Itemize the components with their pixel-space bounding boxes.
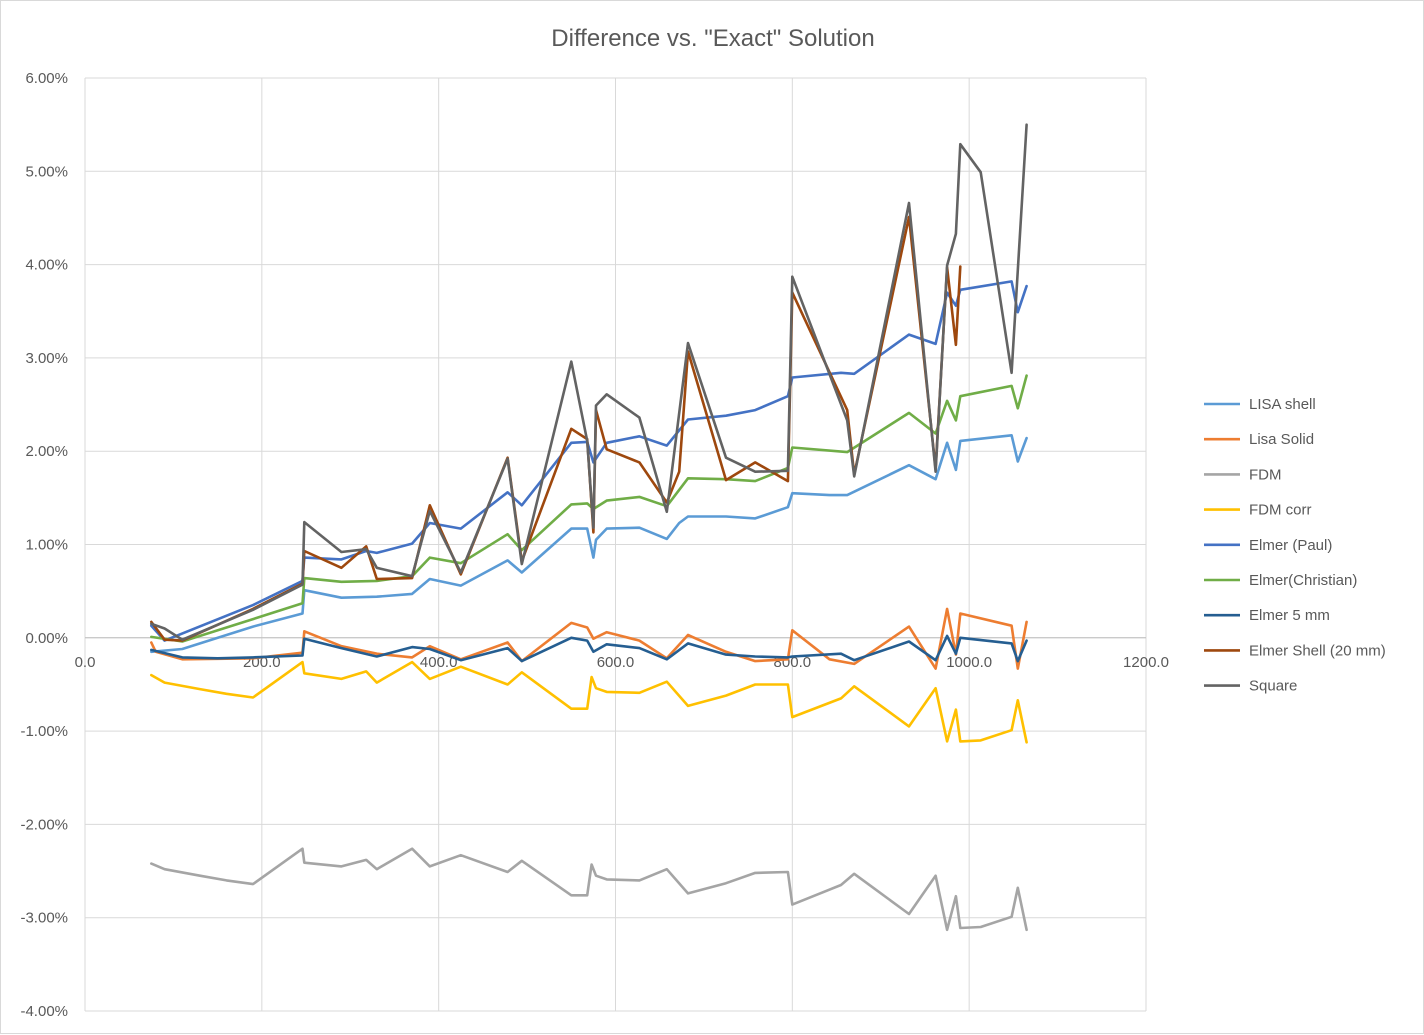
legend-label: Elmer Shell (20 mm) — [1249, 642, 1386, 659]
y-tick-label: 3.00% — [25, 350, 68, 367]
legend-label: Elmer 5 mm — [1249, 607, 1330, 624]
y-tick-label: 1.00% — [25, 537, 68, 554]
y-tick-label: -4.00% — [20, 1003, 68, 1020]
y-tick-label: -1.00% — [20, 723, 68, 740]
series-line-lisa-solid — [150, 607, 1028, 670]
x-tick-label: 1000.0 — [946, 654, 992, 671]
grid — [84, 77, 1147, 1012]
series-line-lisa-shell — [150, 434, 1028, 654]
series-line-elmer-paul — [150, 280, 1028, 642]
series-line-fdm-corr — [150, 660, 1028, 744]
legend: LISA shell Lisa Solid FDM FDM corr Elmer (Pa… — [1204, 396, 1386, 695]
series-line-square — [150, 123, 1028, 641]
legend-label: FDM corr — [1249, 502, 1312, 519]
x-tick-label: 600.0 — [597, 654, 635, 671]
y-tick-label: 6.00% — [25, 70, 68, 87]
series-line-elmer-christian — [150, 374, 1028, 643]
x-tick-label: 400.0 — [420, 654, 458, 671]
series-line-fdm — [150, 847, 1028, 932]
legend-label: Square — [1249, 678, 1297, 695]
y-tick-label: 5.00% — [25, 163, 68, 180]
y-tick-label: 2.00% — [25, 443, 68, 460]
y-tick-label: -2.00% — [20, 816, 68, 833]
legend-label: FDM — [1249, 466, 1282, 483]
y-tick-label: 4.00% — [25, 257, 68, 274]
axes: 6.00% 5.00% 4.00% 3.00% 2.00% 1.00% 0.00% -1.00… — [20, 70, 1168, 1020]
legend-label: Elmer(Christian) — [1249, 572, 1357, 589]
legend-label: Lisa Solid — [1249, 431, 1314, 448]
y-tick-label: -3.00% — [20, 910, 68, 927]
chart-title: Difference vs. "Exact" Solution — [551, 25, 874, 52]
legend-label: LISA shell — [1249, 396, 1316, 413]
y-tick-label: 0.00% — [25, 630, 68, 647]
x-tick-label: 1200.0 — [1123, 654, 1169, 671]
series-lines — [150, 123, 1028, 932]
x-tick-label: 0.0 — [75, 654, 96, 671]
series-line-elmer-5-mm — [150, 634, 1028, 663]
legend-label: Elmer (Paul) — [1249, 537, 1332, 554]
